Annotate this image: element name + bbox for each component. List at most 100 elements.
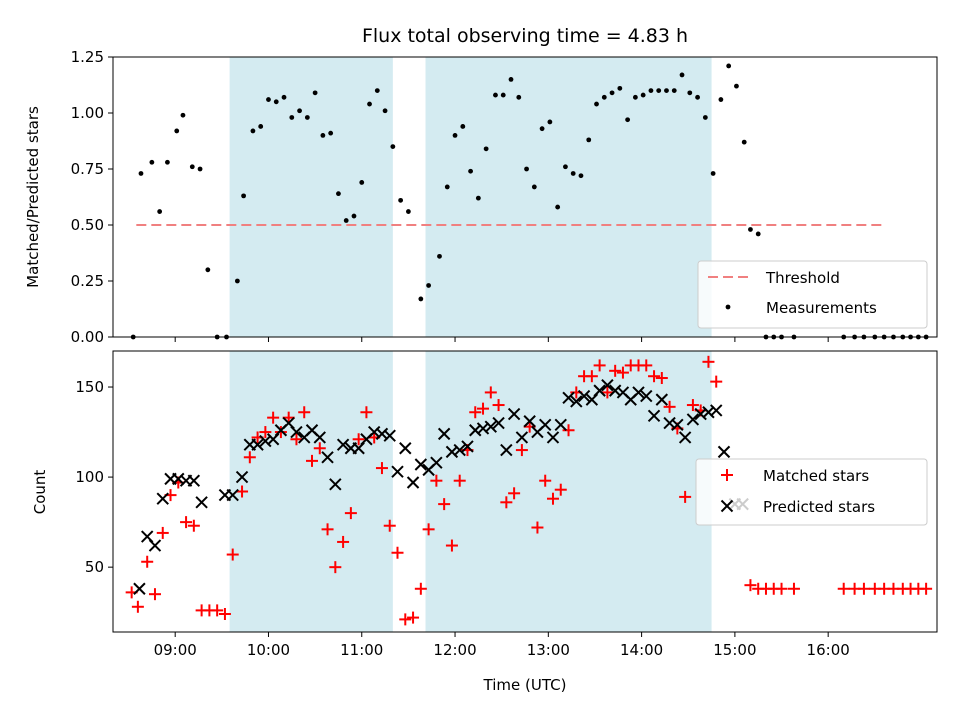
predicted-legend-label: Predicted stars (763, 498, 875, 516)
measurement-point (710, 171, 716, 176)
measurement-point (138, 171, 144, 176)
predicted-marker-b (515, 431, 529, 444)
predicted-marker-b (655, 393, 669, 406)
predicted-marker-b (399, 442, 412, 455)
predicted-marker-b (492, 416, 505, 430)
y-tick-label: 1.25 (71, 48, 104, 66)
measurement-point (351, 213, 357, 219)
measurement-point (250, 128, 256, 134)
measurement-point (475, 195, 481, 201)
measurements-series (130, 63, 929, 340)
predicted-star-point (195, 496, 208, 509)
matched-star-point (156, 526, 169, 539)
matched-star-point (554, 483, 567, 496)
predicted-marker-b (616, 386, 630, 399)
measurement-point (460, 124, 466, 129)
measurement-point (741, 139, 747, 145)
predicted-marker-b (235, 470, 249, 484)
count-legend-box (695, 458, 928, 526)
observing-window-band (229, 351, 393, 632)
predicted-marker-b (251, 438, 264, 451)
predicted-marker-b (678, 431, 692, 444)
count-x-axis: 09:00 10:00 11:00 12:00 13:00 14:00 15:00 16:00 (154, 632, 850, 659)
predicted-star-point (383, 429, 396, 442)
measurement-point (632, 94, 638, 100)
matched-star-point (593, 359, 606, 372)
matched-star-point (492, 399, 505, 412)
predicted-star-point (290, 425, 303, 439)
measurement-point (671, 88, 677, 93)
predicted-star-point (484, 420, 498, 433)
measurement-point (617, 85, 623, 91)
predicted-marker-b (694, 407, 707, 421)
matched-star-point (787, 582, 800, 595)
chart-title: Flux total observing time = 4.83 h (362, 25, 688, 47)
matched-star-point (375, 462, 388, 475)
measurement-point (679, 72, 685, 78)
ratio-y-axis-label: Matched/Predicted stars (24, 106, 42, 288)
measurement-point (241, 193, 246, 199)
predicted-star-point (577, 389, 591, 403)
predicted-star-point (336, 438, 350, 451)
matched-star-point (360, 406, 373, 419)
matched-star-point (775, 582, 788, 595)
predicted-star-point (570, 395, 583, 408)
measurement-point (555, 204, 561, 210)
measurement-point (687, 90, 693, 96)
ratio-y-axis: 0.00 0.25 0.50 0.75 1.00 1.25 (71, 48, 113, 346)
predicted-marker-b (461, 440, 474, 453)
matched-star-point (306, 454, 319, 467)
matched-star-point (148, 588, 161, 601)
matched-star-point (274, 426, 287, 439)
matched-star-point (679, 490, 692, 503)
predicted-marker-b (671, 418, 684, 432)
predicted-stars-series (133, 379, 749, 595)
predicted-star-point (686, 413, 700, 426)
predicted-marker-b (133, 582, 146, 595)
observing-window-band (425, 351, 712, 632)
matched-star-point (267, 411, 280, 424)
predicted-marker-b (523, 415, 536, 428)
observing-window-band (425, 57, 712, 337)
predicted-marker-b (647, 409, 661, 423)
measurement-point (398, 197, 404, 203)
predicted-marker-b (632, 386, 645, 399)
predicted-marker-b (562, 391, 575, 405)
predicted-marker-b (570, 395, 583, 408)
y-tick-label: 150 (75, 378, 104, 396)
measurement-point (468, 168, 473, 174)
measurement-point (304, 115, 310, 120)
measurement-point (547, 119, 553, 125)
predicted-marker-b (329, 478, 342, 491)
measurement-point (656, 88, 662, 93)
measurement-point (609, 90, 615, 96)
predicted-star-point (461, 440, 474, 453)
predicted-star-point (539, 418, 552, 432)
measurement-point (234, 278, 240, 284)
predicted-star-point (500, 443, 513, 457)
matched-star-point (515, 444, 528, 457)
matched-star-point (337, 535, 350, 548)
ratio-legend: Threshold Measurements (697, 260, 928, 329)
measurement-point (524, 166, 529, 172)
matched-star-point (539, 474, 552, 487)
predicted-marker-b (391, 465, 404, 478)
matched-star-point (290, 433, 303, 446)
predicted-marker-b (313, 431, 326, 444)
matched-star-point (383, 519, 396, 532)
measurement-point (640, 92, 646, 98)
predicted-star-point (187, 474, 201, 487)
ratio-panel: 0.00 0.25 0.50 0.75 1.00 1.25 Matched/Predict… (24, 48, 938, 346)
observing-windows (229, 57, 712, 337)
matched-star-point (243, 451, 256, 464)
measurement-point (418, 296, 424, 302)
measurement-point (258, 124, 264, 129)
predicted-marker-b (305, 424, 319, 437)
matched-star-point (710, 375, 723, 388)
matched-star-point (298, 406, 311, 419)
predicted-star-point (406, 476, 420, 489)
matched-star-point (407, 611, 420, 624)
predicted-marker-b (500, 443, 513, 457)
x-tick-label: 09:00 (154, 641, 197, 659)
